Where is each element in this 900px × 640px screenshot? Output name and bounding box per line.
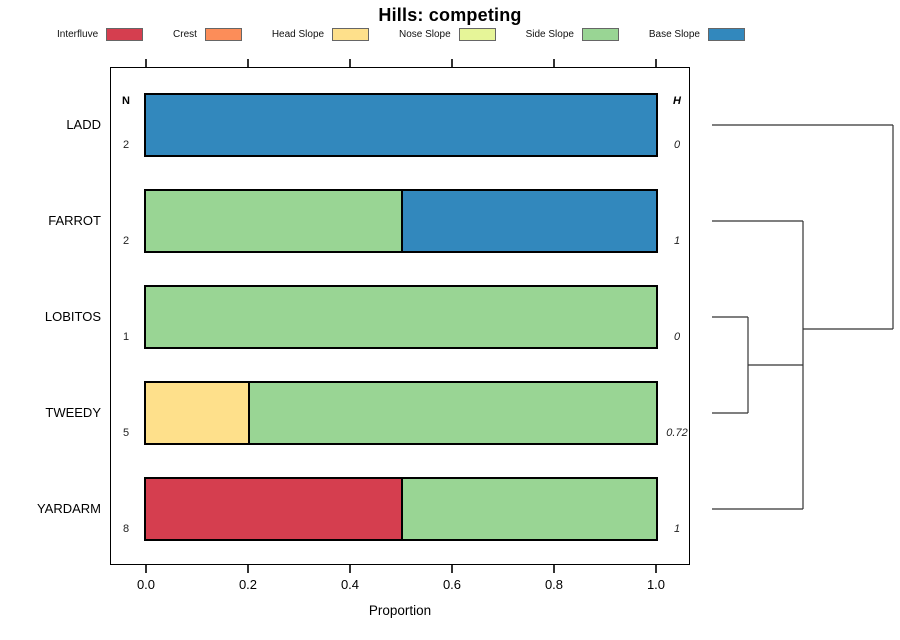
row-label: LOBITOS [44, 309, 101, 324]
n-column-header: N [122, 95, 130, 107]
n-value: 8 [122, 523, 130, 535]
axis-tick-top [655, 59, 657, 67]
h-value: 1 [673, 235, 681, 247]
n-value: 2 [122, 235, 130, 247]
axis-tick-bottom [145, 565, 147, 573]
x-axis-title: Proportion [368, 603, 432, 618]
n-value: 1 [122, 331, 130, 343]
stacked-bar [144, 381, 658, 445]
stacked-bar [144, 189, 658, 253]
axis-tick-top [247, 59, 249, 67]
legend-color-swatch [106, 27, 144, 41]
axis-tick-label: 0.4 [340, 577, 360, 592]
axis-tick-bottom [247, 565, 249, 573]
axis-tick-label: 0.2 [238, 577, 258, 592]
axis-tick-label: 0.6 [442, 577, 462, 592]
n-value: 2 [122, 139, 130, 151]
legend-item-label: Head Slope [271, 28, 325, 40]
h-value: 0 [673, 331, 681, 343]
legend-color-swatch [332, 27, 370, 41]
axis-tick-top [349, 59, 351, 67]
row-label: YARDARM [36, 501, 101, 516]
row-label: LADD [66, 117, 101, 132]
bar-segment [146, 95, 656, 155]
axis-tick-bottom [451, 565, 453, 573]
legend-color-swatch [708, 27, 745, 41]
axis-tick-top [145, 59, 147, 67]
legend-item: Head Slope [271, 27, 370, 41]
bar-segment [146, 287, 656, 347]
axis-tick-top [553, 59, 555, 67]
row-label: TWEEDY [45, 405, 101, 420]
bar-segment [146, 383, 248, 443]
legend-item: Crest [173, 27, 242, 41]
axis-tick-label: 0.8 [544, 577, 564, 592]
bar-segment [146, 479, 401, 539]
legend-item-label: Interfluve [57, 28, 99, 40]
stacked-bar [144, 285, 658, 349]
legend-color-swatch [458, 27, 496, 41]
h-value: 0 [673, 139, 681, 151]
legend-color-swatch [204, 27, 242, 41]
h-value: 1 [673, 523, 681, 535]
axis-tick-bottom [553, 565, 555, 573]
bar-segment [248, 383, 656, 443]
axis-tick-bottom [349, 565, 351, 573]
stacked-bar [144, 93, 658, 157]
axis-tick-label: 0.0 [136, 577, 156, 592]
axis-tick-top [451, 59, 453, 67]
legend-item: Nose Slope [398, 27, 496, 41]
legend-item-label: Base Slope [648, 28, 700, 40]
legend-item: Interfluve [57, 27, 144, 41]
legend: Interfluve Crest Head Slope Nose Slope Side … [57, 26, 745, 42]
legend-color-swatch [581, 27, 619, 41]
axis-tick-bottom [655, 565, 657, 573]
bar-segment [401, 479, 656, 539]
bar-segment [146, 191, 401, 251]
axis-tick-label: 1.0 [646, 577, 666, 592]
legend-item: Base Slope [648, 27, 745, 41]
h-column-header: H [673, 95, 681, 107]
stacked-bar [144, 477, 658, 541]
chart-title: Hills: competing [378, 5, 522, 25]
bar-segment [401, 191, 656, 251]
h-value: 0.72 [666, 427, 688, 439]
legend-item-label: Side Slope [525, 28, 574, 40]
row-label: FARROT [48, 213, 101, 228]
legend-item: Side Slope [525, 27, 619, 41]
legend-item-label: Crest [173, 28, 197, 40]
legend-item-label: Nose Slope [398, 28, 451, 40]
n-value: 5 [122, 427, 130, 439]
